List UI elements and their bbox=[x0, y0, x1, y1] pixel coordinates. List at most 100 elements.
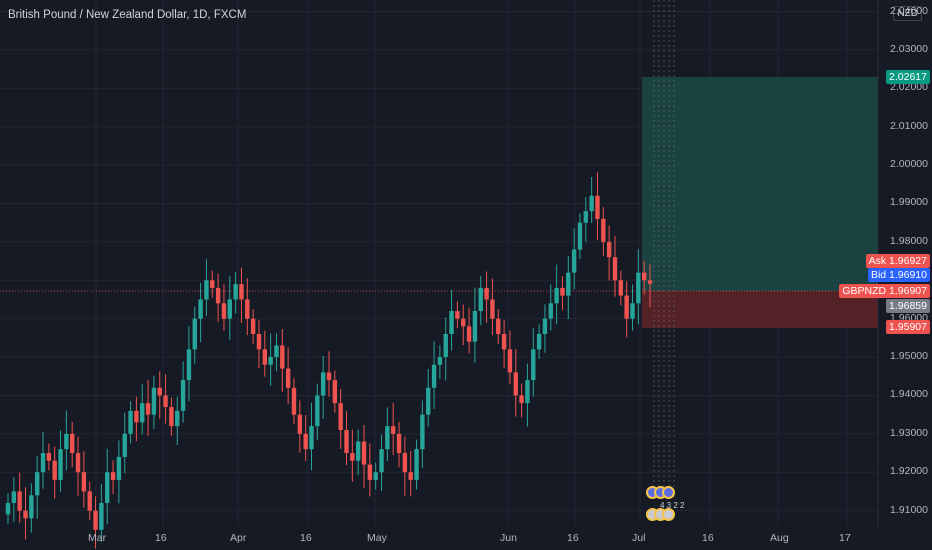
candle-body bbox=[198, 299, 203, 319]
candle-body bbox=[513, 372, 518, 396]
candle-body bbox=[245, 299, 250, 319]
date-tick-label: Jun bbox=[500, 532, 517, 544]
price-tick-label: 1.92000 bbox=[890, 465, 928, 478]
candle-body bbox=[344, 430, 349, 454]
candle-body bbox=[466, 326, 472, 342]
candle-body bbox=[373, 472, 378, 480]
candle-body bbox=[303, 433, 308, 450]
candle-body bbox=[262, 349, 267, 365]
profit-zone[interactable] bbox=[642, 77, 878, 291]
currency-label[interactable]: NZD bbox=[893, 6, 922, 21]
economic-events[interactable]: 4 3 2 2 bbox=[644, 484, 688, 524]
candle-body bbox=[361, 441, 367, 465]
candle-body bbox=[379, 449, 384, 473]
candle-body bbox=[391, 426, 396, 434]
candle-body bbox=[320, 372, 326, 396]
candle-body bbox=[221, 303, 227, 319]
chart-title: British Pound / New Zealand Dollar, 1D, … bbox=[8, 9, 247, 21]
candle-body bbox=[420, 414, 425, 450]
event-flag-icon[interactable] bbox=[662, 486, 675, 499]
entry-price-tag: 1.96859 bbox=[886, 299, 930, 313]
candle-body bbox=[571, 249, 577, 273]
candle-body bbox=[233, 284, 238, 300]
candle-body bbox=[105, 472, 110, 503]
candle-body bbox=[122, 433, 127, 457]
candle-body bbox=[134, 410, 139, 423]
candle-body bbox=[385, 426, 390, 450]
candle-body bbox=[140, 403, 145, 423]
date-tick-label: 16 bbox=[300, 532, 312, 544]
target-price-tag: 2.02617 bbox=[886, 70, 930, 84]
candle-body bbox=[367, 464, 373, 480]
candle-body bbox=[215, 287, 221, 304]
future-projection-lines bbox=[653, 0, 675, 500]
candle-body bbox=[227, 299, 232, 319]
price-tick-label: 1.98000 bbox=[890, 234, 928, 247]
candle-body bbox=[624, 295, 629, 319]
candle-body bbox=[175, 410, 180, 427]
candle-body bbox=[595, 195, 600, 219]
candle-body bbox=[285, 368, 291, 388]
date-tick-label: 16 bbox=[702, 532, 714, 544]
candle-body bbox=[81, 472, 87, 492]
candle-body bbox=[396, 433, 402, 454]
loss-zone[interactable] bbox=[642, 291, 878, 328]
date-tick-label: 17 bbox=[839, 532, 851, 544]
candle-body bbox=[618, 280, 624, 296]
candle-body bbox=[204, 280, 209, 300]
candle-body bbox=[443, 334, 448, 358]
candle-body bbox=[647, 280, 653, 284]
candle-body bbox=[478, 287, 483, 311]
candle-body bbox=[58, 449, 63, 480]
candle-body bbox=[426, 387, 431, 415]
price-tick-label: 2.01000 bbox=[890, 119, 928, 132]
candle-body bbox=[519, 395, 524, 404]
price-tick-label: 1.99000 bbox=[890, 196, 928, 209]
price-tick-label: 1.94000 bbox=[890, 388, 928, 401]
price-tick-label: 2.00000 bbox=[890, 158, 928, 171]
candle-body bbox=[34, 472, 40, 496]
candle-body bbox=[636, 272, 641, 304]
event-flag-icon[interactable] bbox=[662, 508, 675, 521]
candle-body bbox=[40, 453, 46, 473]
candle-body bbox=[542, 318, 548, 335]
candlestick-series[interactable] bbox=[5, 172, 653, 549]
price-tick-label: 2.02000 bbox=[890, 81, 928, 94]
candle-body bbox=[548, 303, 553, 319]
candle-body bbox=[180, 380, 186, 411]
candle-body bbox=[431, 364, 437, 388]
candle-body bbox=[46, 453, 52, 461]
date-tick-label: 16 bbox=[155, 532, 167, 544]
candle-body bbox=[490, 299, 495, 319]
candle-body bbox=[601, 218, 606, 242]
price-tick-label: 2.03000 bbox=[890, 42, 928, 55]
event-count-label: 4 3 2 2 bbox=[660, 501, 685, 510]
candle-body bbox=[472, 310, 478, 342]
candle-body bbox=[560, 287, 565, 296]
candle-body bbox=[75, 453, 81, 473]
candle-body bbox=[256, 334, 262, 350]
candle-body bbox=[577, 222, 583, 250]
bid-price-tag: Bid 1.96910 bbox=[867, 268, 930, 282]
candle-body bbox=[437, 357, 443, 365]
candle-body bbox=[630, 303, 635, 319]
candle-body bbox=[169, 406, 174, 427]
price-tick-label: 2.04000 bbox=[890, 4, 928, 17]
candle-body bbox=[501, 334, 507, 350]
candle-body bbox=[326, 372, 332, 381]
date-tick-label: 16 bbox=[567, 532, 579, 544]
candle-body bbox=[250, 318, 256, 335]
candle-body bbox=[408, 472, 413, 480]
candle-body bbox=[52, 460, 57, 480]
candle-body bbox=[402, 453, 408, 473]
candle-body bbox=[566, 272, 571, 296]
candle-body bbox=[641, 272, 647, 281]
candle-body bbox=[355, 441, 361, 461]
candle-body bbox=[606, 241, 612, 258]
candle-body bbox=[315, 395, 320, 427]
candle-body bbox=[461, 318, 466, 327]
candle-body bbox=[612, 257, 618, 281]
candle-body bbox=[99, 502, 104, 530]
candle-body bbox=[87, 491, 92, 511]
